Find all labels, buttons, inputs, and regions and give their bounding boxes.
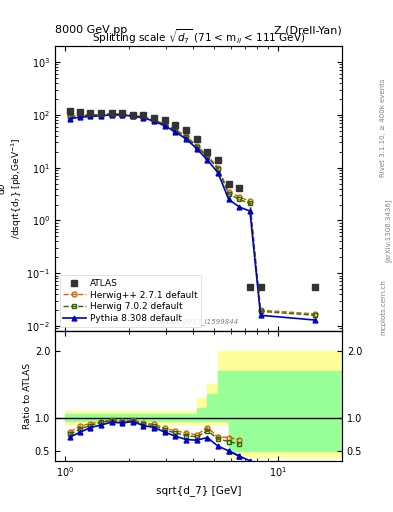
Herwig 7.0.2 default (216, 166, 220, 172)
Text: Z (Drell-Yan): Z (Drell-Yan) (274, 25, 342, 35)
ATLAS (173, 122, 178, 128)
Pythia 8.308 default (205, 157, 210, 163)
Pythia 8.308 default (130, 113, 135, 119)
Pythia 8.308 default (68, 116, 73, 122)
Text: 8000 GeV pp: 8000 GeV pp (55, 25, 127, 35)
Text: Rivet 3.1.10, ≥ 400k events: Rivet 3.1.10, ≥ 400k events (380, 79, 386, 177)
ATLAS (248, 284, 252, 290)
Herwig 7.0.2 default (78, 113, 83, 119)
ATLAS (194, 136, 199, 142)
Pythia 8.308 default (173, 129, 178, 135)
Title: Splitting scale $\sqrt{d_7}$ (71 < m$_{ll}$ < 111 GeV): Splitting scale $\sqrt{d_7}$ (71 < m$_{l… (92, 27, 305, 46)
Herwig++ 2.7.1 default (173, 127, 178, 133)
ATLAS (205, 148, 210, 155)
Herwig 7.0.2 default (184, 134, 188, 140)
Herwig 7.0.2 default (226, 190, 231, 197)
Text: [arXiv:1306.3436]: [arXiv:1306.3436] (385, 199, 392, 262)
Pythia 8.308 default (226, 196, 231, 202)
Herwig 7.0.2 default (99, 112, 103, 118)
Pythia 8.308 default (194, 145, 199, 152)
Pythia 8.308 default (258, 312, 263, 318)
Line: Herwig 7.0.2 default: Herwig 7.0.2 default (68, 112, 318, 318)
Herwig++ 2.7.1 default (109, 111, 114, 117)
Herwig++ 2.7.1 default (313, 311, 318, 317)
Herwig 7.0.2 default (237, 196, 242, 202)
Y-axis label: Ratio to ATLAS: Ratio to ATLAS (23, 363, 32, 429)
ATLAS (78, 109, 83, 115)
Herwig 7.0.2 default (205, 154, 210, 160)
ATLAS (162, 117, 167, 123)
Herwig++ 2.7.1 default (194, 143, 199, 149)
ATLAS (313, 284, 318, 290)
ATLAS (120, 110, 125, 116)
Pythia 8.308 default (162, 123, 167, 129)
ATLAS (68, 108, 73, 114)
Herwig++ 2.7.1 default (162, 121, 167, 127)
ATLAS (258, 284, 263, 290)
ATLAS (99, 110, 103, 116)
Y-axis label: d$\sigma$
/dsqrt{d$_7$} [pb,GeV$^{-1}$]: d$\sigma$ /dsqrt{d$_7$} [pb,GeV$^{-1}$] (0, 138, 24, 240)
Pythia 8.308 default (88, 113, 93, 119)
ATLAS (130, 112, 135, 118)
Line: Pythia 8.308 default: Pythia 8.308 default (68, 112, 318, 323)
Herwig 7.0.2 default (68, 114, 73, 120)
Herwig++ 2.7.1 default (248, 198, 252, 204)
Herwig 7.0.2 default (88, 113, 93, 119)
Text: ATLAS_2017_I1599844: ATLAS_2017_I1599844 (158, 319, 239, 326)
Pythia 8.308 default (216, 169, 220, 176)
Herwig 7.0.2 default (194, 143, 199, 150)
Herwig 7.0.2 default (152, 118, 156, 124)
Herwig++ 2.7.1 default (120, 111, 125, 117)
Legend: ATLAS, Herwig++ 2.7.1 default, Herwig 7.0.2 default, Pythia 8.308 default: ATLAS, Herwig++ 2.7.1 default, Herwig 7.… (59, 275, 202, 327)
Herwig++ 2.7.1 default (237, 194, 242, 200)
Herwig++ 2.7.1 default (184, 133, 188, 139)
Herwig++ 2.7.1 default (130, 113, 135, 119)
Line: ATLAS: ATLAS (67, 108, 318, 290)
ATLAS (226, 180, 231, 186)
Herwig 7.0.2 default (162, 122, 167, 128)
Line: Herwig++ 2.7.1 default: Herwig++ 2.7.1 default (68, 111, 318, 316)
Herwig 7.0.2 default (141, 114, 146, 120)
Herwig++ 2.7.1 default (258, 307, 263, 313)
ATLAS (152, 115, 156, 121)
Herwig++ 2.7.1 default (68, 113, 73, 119)
Herwig++ 2.7.1 default (141, 114, 146, 120)
Herwig++ 2.7.1 default (216, 164, 220, 170)
Pythia 8.308 default (152, 118, 156, 124)
Pythia 8.308 default (184, 136, 188, 142)
ATLAS (184, 127, 188, 133)
Herwig 7.0.2 default (258, 308, 263, 314)
Pythia 8.308 default (141, 115, 146, 121)
ATLAS (216, 157, 220, 163)
Herwig 7.0.2 default (248, 200, 252, 206)
Herwig++ 2.7.1 default (99, 111, 103, 117)
Pythia 8.308 default (248, 208, 252, 214)
Pythia 8.308 default (99, 113, 103, 119)
ATLAS (109, 110, 114, 116)
ATLAS (88, 110, 93, 116)
Herwig 7.0.2 default (173, 127, 178, 134)
Herwig 7.0.2 default (109, 111, 114, 117)
Pythia 8.308 default (109, 112, 114, 118)
Herwig++ 2.7.1 default (152, 117, 156, 123)
Herwig 7.0.2 default (130, 113, 135, 119)
Pythia 8.308 default (120, 112, 125, 118)
Pythia 8.308 default (313, 317, 318, 323)
Herwig++ 2.7.1 default (88, 112, 93, 118)
Herwig++ 2.7.1 default (226, 188, 231, 195)
Herwig 7.0.2 default (313, 312, 318, 318)
ATLAS (141, 112, 146, 118)
X-axis label: sqrt{d_7} [GeV]: sqrt{d_7} [GeV] (156, 485, 241, 496)
Text: mcplots.cern.ch: mcplots.cern.ch (380, 279, 386, 335)
Herwig++ 2.7.1 default (205, 153, 210, 159)
ATLAS (237, 184, 242, 190)
Pythia 8.308 default (78, 114, 83, 120)
Herwig++ 2.7.1 default (78, 112, 83, 118)
Herwig 7.0.2 default (120, 112, 125, 118)
Pythia 8.308 default (237, 204, 242, 210)
